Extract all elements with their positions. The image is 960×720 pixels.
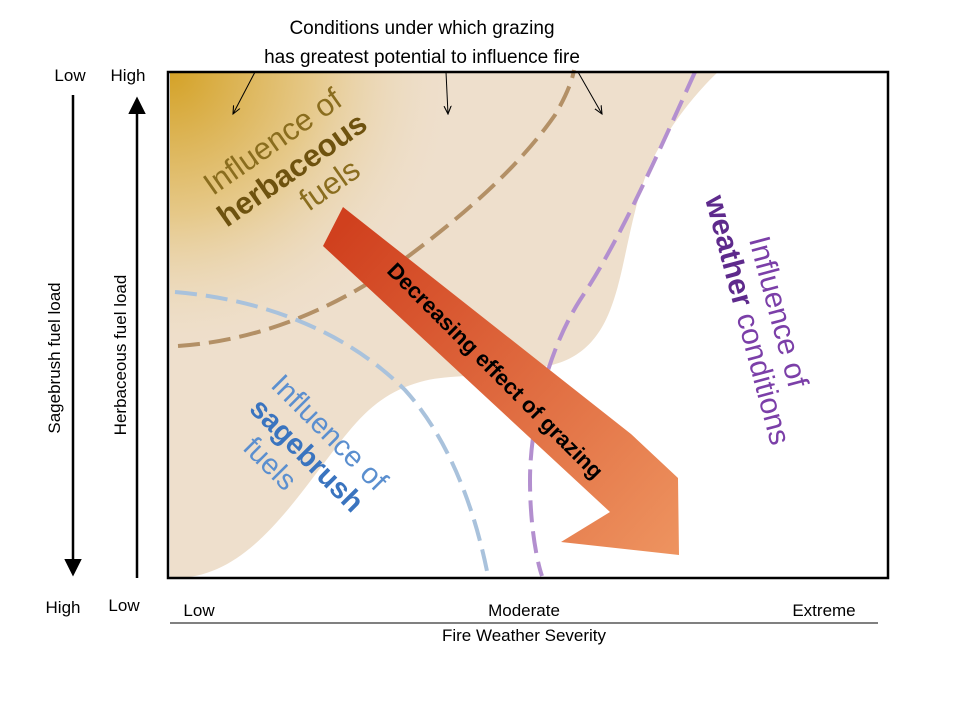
sagebrush-axis-label: Sagebrush fuel load xyxy=(45,282,64,433)
x-tick-extreme: Extreme xyxy=(792,601,855,620)
herbaceous-dashed-curve xyxy=(177,69,576,348)
herbaceous-top-tick: High xyxy=(111,66,146,85)
annotation-line-1: Conditions under which grazing xyxy=(289,18,554,39)
decreasing-effect-arrow xyxy=(323,207,679,555)
sagebrush-dashed-curve xyxy=(174,290,490,577)
sagebrush-bottom-tick: High xyxy=(46,598,81,617)
annotation-pointer-1 xyxy=(233,71,256,114)
weather-region-label: Influence of weather conditions xyxy=(698,191,815,449)
annotation-pointer-3 xyxy=(577,71,602,114)
x-axis-label: Fire Weather Severity xyxy=(442,626,607,645)
weather-dashed-curve xyxy=(527,71,697,577)
plot-frame xyxy=(166,70,890,580)
annotation-line-2: has greatest potential to influence fire xyxy=(264,47,580,68)
herbaceous-bottom-tick: Low xyxy=(108,596,140,615)
sagebrush-top-tick: Low xyxy=(54,66,86,85)
x-tick-low: Low xyxy=(183,601,215,620)
annotation-pointer-2 xyxy=(446,71,448,114)
x-tick-moderate: Moderate xyxy=(488,601,560,620)
herbaceous-axis-label: Herbaceous fuel load xyxy=(111,275,130,436)
